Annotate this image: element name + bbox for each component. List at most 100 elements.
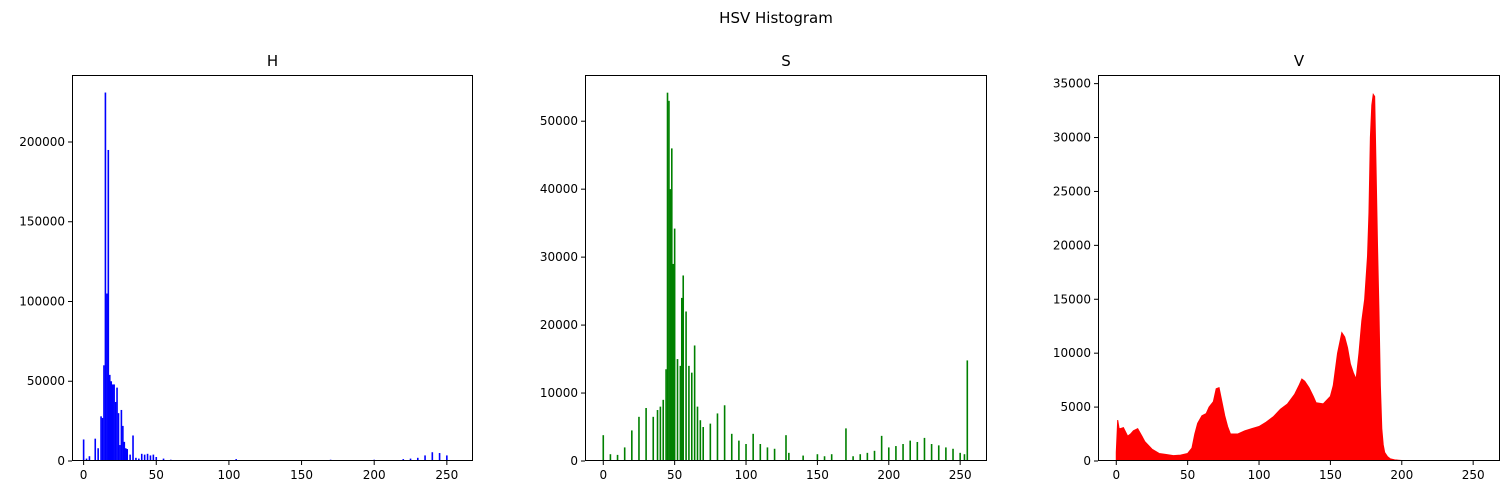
histogram-bar bbox=[802, 455, 804, 461]
histogram-bar bbox=[623, 447, 626, 461]
histogram-bar bbox=[117, 413, 120, 461]
y-tick-label: 10000 bbox=[1053, 346, 1091, 360]
axes-frame bbox=[1098, 75, 1500, 461]
histogram-bar bbox=[909, 440, 911, 461]
histogram-bar bbox=[122, 425, 124, 461]
histogram-bar bbox=[656, 410, 659, 461]
histogram-bar bbox=[114, 401, 117, 461]
histogram-bar bbox=[930, 444, 933, 461]
histogram-bar bbox=[120, 409, 123, 461]
y-tick-label: 0 bbox=[57, 454, 65, 468]
histogram-bar bbox=[823, 456, 826, 461]
histogram-bar bbox=[685, 311, 687, 461]
histogram-bar bbox=[119, 445, 121, 461]
histogram-bar bbox=[690, 372, 693, 461]
subplot-s: S 0 50 100 150 200 250 0 10000 20000 30000 40000 500… bbox=[540, 52, 987, 482]
histogram-bar bbox=[723, 405, 726, 461]
y-tick-label: 50000 bbox=[540, 114, 578, 128]
x-tick-label: 50 bbox=[1180, 468, 1195, 482]
histogram-bar bbox=[952, 448, 954, 461]
histogram-bar bbox=[143, 454, 146, 461]
histogram-area bbox=[1115, 93, 1481, 461]
histogram-bar bbox=[666, 92, 669, 461]
histogram-bar bbox=[123, 441, 126, 461]
y-tick-label: 50000 bbox=[27, 374, 65, 388]
y-tick-label: 5000 bbox=[1060, 400, 1091, 414]
histogram-bar bbox=[446, 455, 448, 461]
x-tick-label: 50 bbox=[149, 468, 164, 482]
histogram-bar bbox=[88, 456, 91, 461]
histogram-bar bbox=[111, 384, 114, 461]
histogram-bar bbox=[126, 449, 129, 461]
histogram-bar bbox=[830, 454, 833, 461]
x-tick-label: 50 bbox=[667, 468, 682, 482]
x-tick-label: 0 bbox=[80, 468, 88, 482]
histogram-bar bbox=[100, 416, 102, 461]
histogram-bar bbox=[866, 452, 869, 461]
y-tick-label: 25000 bbox=[1053, 184, 1091, 198]
y-tick-label: 20000 bbox=[1053, 238, 1091, 252]
x-tick-label: 150 bbox=[290, 468, 313, 482]
x-tick-label: 250 bbox=[1462, 468, 1485, 482]
axes-frame bbox=[585, 75, 987, 461]
histogram-bar bbox=[745, 444, 747, 461]
subplot-h: H 0 50 100 150 200 250 0 50000 100000 150000 200000 bbox=[19, 52, 473, 482]
y-tick-label: 100000 bbox=[19, 294, 65, 308]
histogram-bar bbox=[966, 360, 969, 461]
subplot-title: H bbox=[267, 52, 278, 70]
y-tick-label: 150000 bbox=[19, 215, 65, 229]
x-tick-label: 200 bbox=[1390, 468, 1413, 482]
data-marks bbox=[1115, 93, 1481, 461]
histogram-bar bbox=[859, 454, 862, 461]
histogram-bar bbox=[959, 452, 961, 461]
histogram-bar bbox=[852, 456, 854, 461]
x-tick-label: 100 bbox=[217, 468, 240, 482]
histogram-bar bbox=[672, 263, 675, 461]
histogram-bar bbox=[730, 433, 733, 461]
histogram-bar bbox=[923, 437, 926, 461]
histogram-bar bbox=[702, 427, 705, 461]
histogram-bar bbox=[679, 365, 682, 461]
histogram-bar bbox=[108, 374, 111, 461]
histogram-bar bbox=[937, 445, 940, 461]
histogram-bar bbox=[146, 453, 149, 461]
data-marks bbox=[602, 92, 969, 461]
subplot-title: V bbox=[1294, 52, 1305, 70]
histogram-bar bbox=[773, 448, 776, 461]
histogram-bar bbox=[140, 453, 143, 461]
histogram-bar bbox=[699, 420, 702, 461]
subplot-title: S bbox=[781, 52, 791, 70]
histogram-bar bbox=[669, 189, 672, 461]
histogram-bar bbox=[416, 457, 419, 461]
histogram-bar bbox=[845, 428, 847, 461]
histogram-bar bbox=[963, 454, 966, 461]
histogram-bar bbox=[609, 454, 612, 461]
x-tick-label: 250 bbox=[949, 468, 972, 482]
histogram-bar bbox=[659, 406, 662, 461]
histogram-bar bbox=[106, 293, 108, 461]
y-tick-label: 0 bbox=[1083, 454, 1091, 468]
histogram-bar bbox=[116, 387, 118, 461]
figure-title: HSV Histogram bbox=[719, 9, 833, 27]
histogram-bar bbox=[682, 275, 685, 461]
y-tick-label: 0 bbox=[570, 454, 578, 468]
histogram-bar bbox=[104, 92, 107, 461]
y-tick-label: 20000 bbox=[540, 318, 578, 332]
x-tick-label: 0 bbox=[1112, 468, 1120, 482]
histogram-bar bbox=[101, 417, 104, 461]
x-tick-label: 250 bbox=[435, 468, 458, 482]
histogram-bar bbox=[82, 439, 85, 461]
y-tick-label: 10000 bbox=[540, 386, 578, 400]
x-tick-label: 100 bbox=[1248, 468, 1271, 482]
histogram-bar bbox=[816, 454, 819, 461]
histogram-bar bbox=[665, 369, 667, 461]
histogram-bar bbox=[887, 447, 890, 461]
y-tick-label: 15000 bbox=[1053, 292, 1091, 306]
y-tick-label: 200000 bbox=[19, 135, 65, 149]
x-tick-label: 200 bbox=[877, 468, 900, 482]
histogram-bar bbox=[409, 458, 412, 461]
histogram-bar bbox=[602, 435, 605, 461]
histogram-bar bbox=[670, 148, 673, 461]
histogram-bar bbox=[135, 457, 137, 461]
